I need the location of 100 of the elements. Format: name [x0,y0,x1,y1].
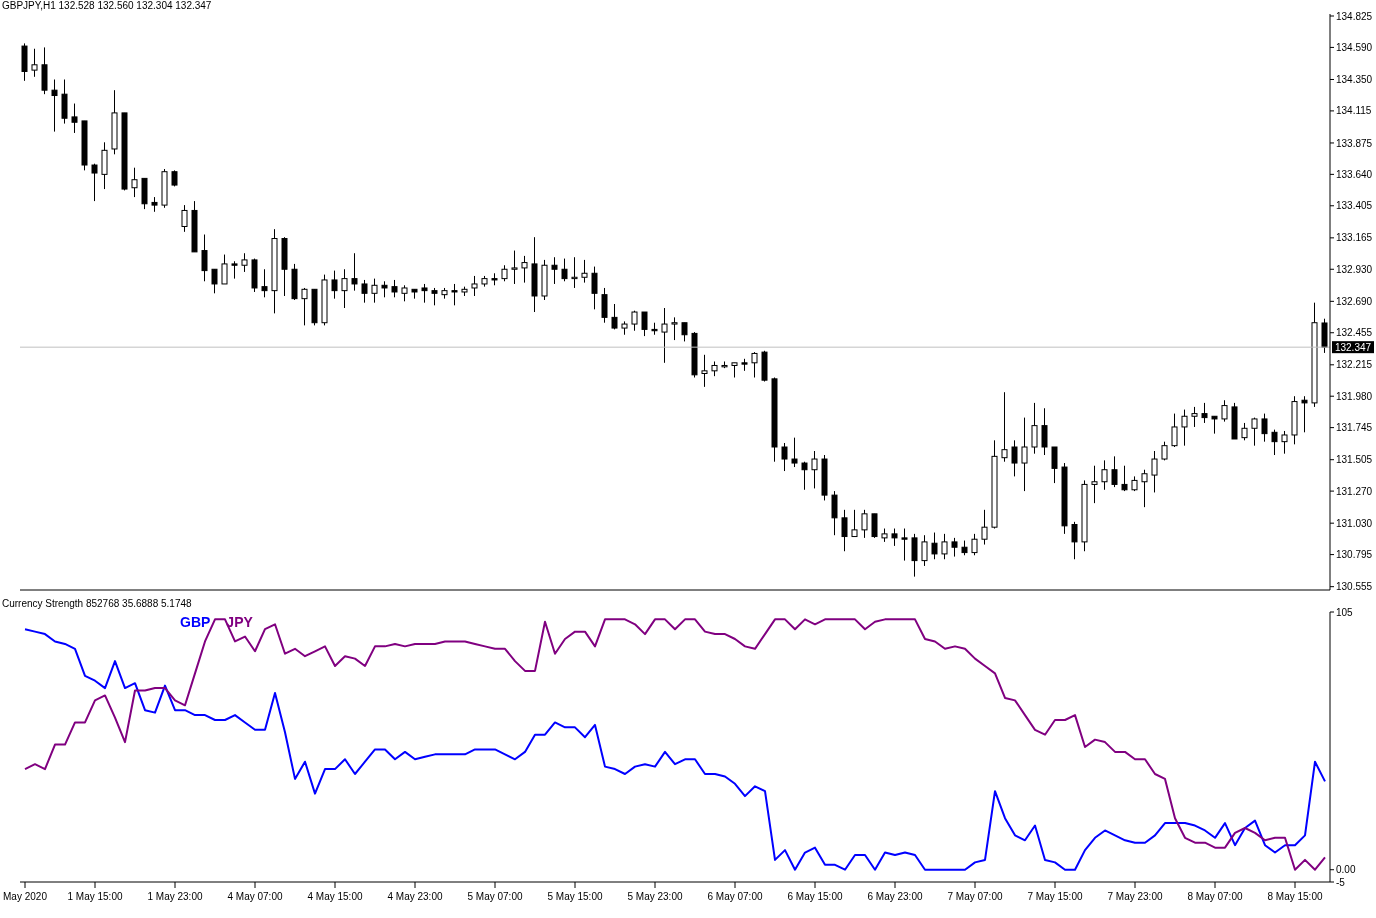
y-tick-label: 133.640 [1336,168,1373,180]
x-tick-label: 5 May 23:00 [627,891,683,902]
candlestick [861,509,868,539]
candlestick [1121,465,1128,492]
candlestick [261,268,268,298]
x-tick-label: 4 May 07:00 [227,891,283,902]
candlestick [581,259,588,284]
x-tick-label: 6 May 15:00 [787,891,843,902]
candlestick [131,167,138,198]
x-tick-label: 8 May 15:00 [1267,891,1323,902]
candlestick [831,490,838,536]
candlestick [1171,413,1178,448]
y-tick-label: 131.030 [1336,517,1373,529]
y-tick-label: 132.930 [1336,263,1373,275]
x-tick-label: May 2020 [3,891,48,902]
candlestick [841,509,848,552]
x-tick-label: 1 May 23:00 [147,891,203,902]
y-tick-label: 134.590 [1336,41,1373,53]
candlestick [571,256,578,289]
y-tick-label: 0.00 [1336,864,1356,876]
y-tick-label: 134.825 [1336,10,1373,22]
candlestick [1001,391,1008,463]
candlestick [641,311,648,337]
candlestick [551,256,558,285]
candlestick [1011,439,1018,477]
x-tick-label: 5 May 15:00 [547,891,603,902]
candlestick [1221,399,1228,423]
candlestick [31,48,38,78]
candlestick [371,278,378,304]
y-tick-label: 131.745 [1336,422,1373,434]
candlestick [561,258,568,282]
y-tick-label: 131.980 [1336,390,1373,402]
chart-title: Currency Strength 852768 35.6888 5.1748 [2,598,192,609]
candlestick [971,533,978,556]
candlestick [1101,459,1108,491]
candlestick [871,513,878,539]
y-tick-label: 133.405 [1336,200,1373,212]
y-tick-label: 130.795 [1336,549,1373,561]
y-tick-label: 131.505 [1336,454,1373,466]
y-tick-label: 133.165 [1336,232,1373,244]
candlestick [91,163,98,202]
candlestick [681,322,688,342]
candlestick [1141,469,1148,508]
y-tick-label: 132.455 [1336,327,1373,339]
candlestick [791,437,798,468]
candlestick [351,252,358,292]
candlestick [1201,402,1208,424]
candlestick [981,509,988,546]
x-tick-label: 4 May 15:00 [307,891,363,902]
candlestick [1111,455,1118,488]
y-tick-label: 133.875 [1336,137,1373,149]
candlestick [751,351,758,379]
candlestick [1031,402,1038,455]
y-tick-label: 130.555 [1336,581,1373,593]
candlestick [1051,446,1058,484]
x-tick-label: 7 May 23:00 [1107,891,1163,902]
y-tick-label: 134.115 [1336,105,1372,117]
x-tick-label: 7 May 07:00 [947,891,1003,902]
candlestick [471,275,478,297]
y-tick-label: -5 [1336,876,1346,888]
series-label: JPY [226,614,253,630]
candlestick [941,533,948,560]
x-tick-label: 7 May 15:00 [1027,891,1083,902]
candlestick [671,316,678,341]
candlestick [361,279,368,304]
candlestick [201,234,208,282]
candlestick [1041,407,1048,456]
candlestick [811,450,818,489]
y-tick-label: 132.690 [1336,295,1373,307]
candlestick [611,303,618,330]
candlestick [591,266,598,310]
candlestick [451,283,458,306]
candlestick [1281,430,1288,455]
candlestick [931,532,938,560]
candlestick [1191,406,1198,428]
candlestick [1151,450,1158,493]
candlestick [851,509,858,538]
candlestick [521,255,528,284]
candlestick [221,254,228,285]
candlestick [901,528,908,562]
candlestick [71,103,78,134]
x-tick-label: 4 May 23:00 [387,891,443,902]
candlestick [661,307,668,364]
candlestick [601,287,608,324]
candlestick [181,204,188,233]
x-tick-label: 6 May 23:00 [867,891,923,902]
candlestick [801,461,808,491]
ref-line-label: 132.347 [1334,342,1372,354]
candlestick [421,283,428,304]
x-tick-label: 6 May 07:00 [707,891,763,902]
chart-title: GBPJPY,H1 132.528 132.560 132.304 132.347 [2,0,212,11]
candlestick [1261,413,1268,443]
candlestick [1181,409,1188,447]
x-tick-label: 5 May 07:00 [467,891,523,902]
candlestick [1021,417,1028,492]
candlestick [1301,395,1308,433]
candlestick [211,268,218,294]
x-tick-label: 8 May 07:00 [1187,891,1243,902]
y-tick-label: 132.215 [1336,359,1373,371]
candlestick [951,537,958,558]
